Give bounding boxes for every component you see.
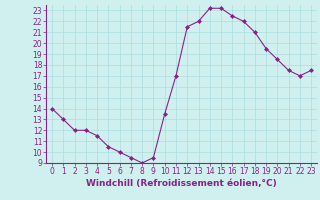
X-axis label: Windchill (Refroidissement éolien,°C): Windchill (Refroidissement éolien,°C) (86, 179, 277, 188)
